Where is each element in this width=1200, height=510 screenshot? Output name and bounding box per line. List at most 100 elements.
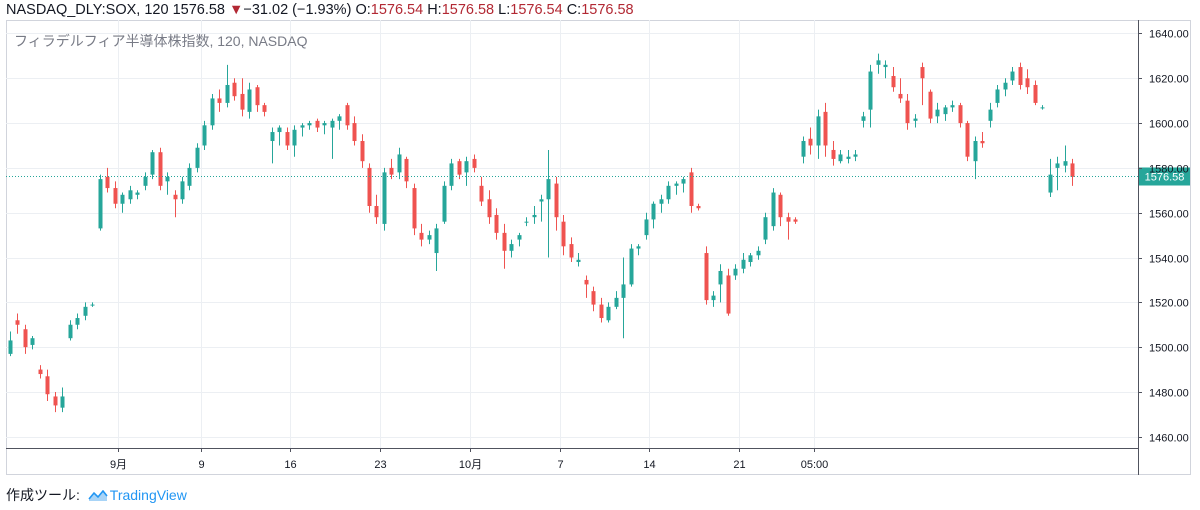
candle-body	[240, 93, 245, 110]
candle	[247, 82, 252, 119]
candle-body	[816, 116, 821, 146]
candle-body	[659, 199, 664, 204]
candle	[120, 192, 125, 213]
candle	[8, 331, 13, 357]
candle	[913, 114, 918, 128]
candle	[225, 64, 230, 108]
candle-body	[180, 181, 185, 200]
candle-body	[591, 291, 596, 305]
candle-body	[479, 185, 484, 202]
candle	[464, 156, 469, 186]
candle-body	[449, 163, 454, 186]
footer-prefix: 作成ツール:	[6, 487, 80, 503]
candle	[442, 181, 447, 224]
high-label: H:	[427, 2, 442, 18]
y-tick-label: 1500.00	[1149, 343, 1189, 355]
high-value: 1576.58	[441, 2, 495, 18]
candle-body	[374, 205, 379, 218]
candle-body	[546, 179, 551, 200]
candle	[105, 167, 110, 193]
candle-body	[457, 161, 462, 175]
candle-body	[681, 179, 686, 184]
candle-body	[1048, 174, 1053, 193]
candle	[374, 194, 379, 224]
candle-body	[434, 228, 439, 254]
candle-body	[330, 120, 335, 128]
chart-title: フィラデルフィア半導体株指数, 120, NASDAQ	[14, 33, 308, 49]
candle	[217, 89, 222, 112]
candle	[935, 102, 940, 124]
candle-body	[718, 270, 723, 285]
candle	[853, 149, 858, 162]
candle-body	[808, 138, 813, 146]
low-label: L:	[498, 2, 511, 18]
candle	[816, 109, 821, 159]
candle-body	[1010, 71, 1015, 81]
candle	[943, 105, 948, 121]
candle-body	[195, 147, 200, 168]
candle	[60, 387, 65, 413]
candle-body	[135, 192, 140, 195]
x-tick-label: 14	[643, 459, 655, 471]
candle	[756, 246, 761, 260]
candle-body	[920, 67, 925, 79]
candle	[561, 214, 566, 256]
candle-body	[891, 76, 896, 88]
candle-body	[554, 183, 559, 218]
y-tick-label: 1620.00	[1149, 74, 1189, 86]
x-tick-label: 9月	[110, 459, 127, 471]
candle-body	[786, 217, 791, 222]
candle	[397, 147, 402, 180]
candle	[606, 302, 611, 323]
candle	[1010, 67, 1015, 85]
candle-body	[367, 167, 372, 206]
candle	[674, 181, 679, 195]
candle-body	[315, 120, 320, 128]
candle	[509, 239, 514, 258]
candle	[928, 89, 933, 124]
candle-body	[771, 192, 776, 227]
candle	[771, 188, 776, 231]
candlestick-chart[interactable]: 1576.58 1460.00 1480.00 1500.00 1520.00 1540…	[0, 0, 1200, 480]
y-tick-label: 1480.00	[1149, 388, 1189, 400]
candle-body	[1018, 67, 1023, 85]
candle-body	[576, 259, 581, 263]
y-tick-label: 1600.00	[1149, 119, 1189, 131]
candle-body	[255, 87, 260, 106]
candle-body	[270, 132, 275, 142]
candle	[143, 172, 148, 191]
candle-body	[389, 167, 394, 175]
candle	[113, 181, 118, 209]
candle	[135, 190, 140, 200]
candle	[352, 116, 357, 146]
candle-body	[60, 396, 65, 408]
candle-body	[1033, 84, 1038, 103]
candle	[763, 212, 768, 245]
candle	[651, 201, 656, 229]
candle-body	[980, 141, 985, 144]
candle	[778, 192, 783, 227]
candle	[636, 244, 641, 256]
triangle-down-icon: ▼	[229, 2, 244, 18]
candle	[591, 286, 596, 312]
candle	[659, 194, 664, 213]
candle	[180, 176, 185, 204]
candle-body	[173, 194, 178, 200]
candle	[801, 136, 806, 164]
candle	[599, 297, 604, 323]
x-tick-label: 05:00	[801, 459, 829, 471]
candle-body	[419, 232, 424, 240]
candle-body	[472, 158, 477, 168]
candle-body	[763, 217, 768, 240]
candle	[995, 84, 1000, 108]
candle-body	[532, 214, 537, 218]
y-tick-label: 1560.00	[1149, 209, 1189, 221]
candle	[1055, 156, 1060, 191]
candle	[434, 223, 439, 271]
candle	[30, 335, 35, 350]
candle	[128, 185, 133, 204]
candle	[666, 181, 671, 204]
candle	[322, 120, 327, 135]
footer-brand-link[interactable]: TradingView	[109, 487, 187, 503]
tradingview-logo-icon	[88, 490, 108, 502]
